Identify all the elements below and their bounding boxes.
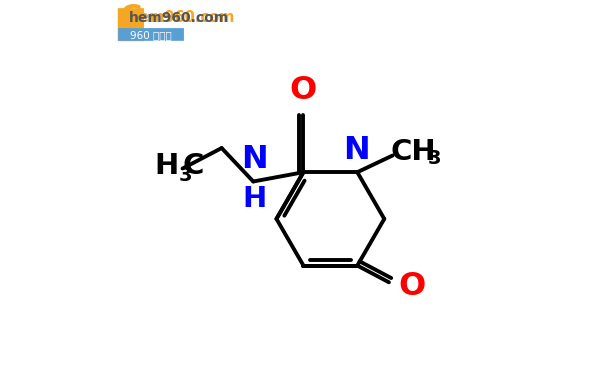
FancyBboxPatch shape [118, 8, 144, 41]
Text: chem960.com: chem960.com [120, 10, 235, 25]
Text: 960 化工网: 960 化工网 [130, 30, 172, 40]
Text: O: O [398, 271, 425, 302]
Text: hem960.com: hem960.com [129, 11, 229, 25]
Text: CH: CH [390, 138, 436, 166]
Text: 3: 3 [428, 149, 441, 168]
Text: H: H [242, 185, 266, 213]
Text: H: H [155, 152, 179, 180]
Text: N: N [241, 144, 268, 175]
Text: C: C [183, 152, 204, 180]
Text: C: C [120, 3, 142, 32]
Text: 3: 3 [179, 165, 192, 184]
Text: N: N [343, 135, 370, 165]
FancyBboxPatch shape [118, 28, 184, 41]
Text: O: O [290, 75, 317, 106]
